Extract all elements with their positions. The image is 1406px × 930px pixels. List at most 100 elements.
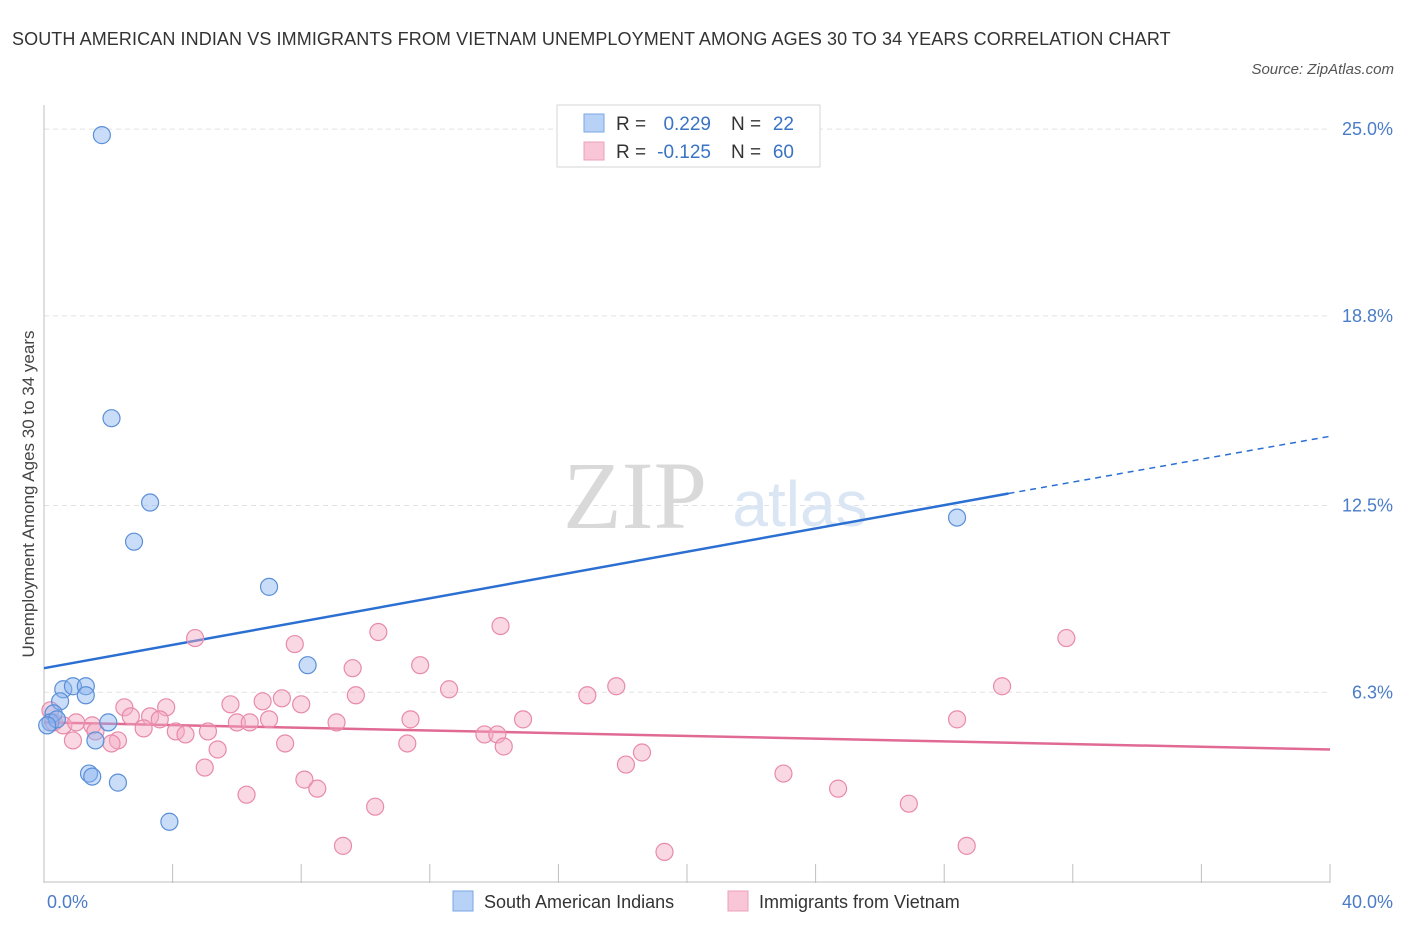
immigrants-from-vietnam-point-41 (398, 734, 417, 753)
south-american-indians-point-14 (99, 713, 118, 732)
immigrants-from-vietnam-point-15 (292, 695, 311, 714)
immigrants-from-vietnam-point-45 (195, 758, 214, 777)
chart-title: SOUTH AMERICAN INDIAN VS IMMIGRANTS FROM… (12, 29, 1171, 49)
immigrants-from-vietnam-point-18 (121, 707, 140, 726)
immigrants-from-vietnam-point-37 (63, 731, 83, 750)
legend-label-immigrants-from-vietnam: Immigrants from Vietnam (759, 892, 960, 912)
south-american-indians-point-18 (108, 773, 128, 792)
immigrants-from-vietnam-point-7 (439, 680, 459, 699)
legend-swatch-south-american-indians (452, 890, 474, 912)
legend-label-south-american-indians: South American Indians (484, 892, 674, 912)
watermark-atlas: atlas (732, 468, 867, 540)
immigrants-from-vietnam-point-49 (308, 779, 327, 798)
immigrants-from-vietnam-point-54 (333, 836, 353, 855)
immigrants-from-vietnam-point-10 (346, 686, 365, 705)
immigrants-from-vietnam-point-5 (343, 659, 362, 678)
immigrants-from-vietnam-point-47 (774, 764, 793, 783)
trend-lines (43, 435, 1331, 751)
immigrants-from-vietnam-point-14 (221, 695, 240, 714)
y-tick-label-1: 12.5% (1342, 496, 1393, 516)
immigrants-from-vietnam-point-4 (1057, 628, 1076, 648)
trendline-immigrants-from-vietnam (43, 721, 1331, 751)
immigrants-from-vietnam-point-12 (253, 692, 272, 711)
south-american-indians-point-20 (947, 508, 967, 527)
immigrants-from-vietnam-point-9 (992, 677, 1012, 696)
immigrants-from-vietnam-point-24 (327, 713, 346, 732)
south-american-indians-point-2 (140, 493, 160, 512)
south-american-indians-point-1 (102, 409, 121, 428)
immigrants-from-vietnam-point-22 (240, 713, 259, 732)
legend-swatch-immigrants-from-vietnam (727, 890, 749, 912)
immigrants-from-vietnam-point-44 (632, 743, 652, 762)
south-american-indians-point-19 (160, 812, 179, 831)
source-label: Source: ZipAtlas.com (1251, 61, 1394, 78)
legend-n-value-1: 22 (773, 114, 794, 135)
south-american-indians-point-16 (79, 764, 99, 783)
immigrants-from-vietnam-point-3 (491, 616, 510, 636)
immigrants-from-vietnam-point-34 (176, 725, 195, 744)
series-legend: South American Indians Immigrants from V… (452, 890, 960, 912)
immigrants-from-vietnam-point-51 (237, 785, 256, 804)
immigrants-from-vietnam-point-16 (115, 698, 134, 717)
south-american-indians-point-4 (259, 577, 279, 596)
immigrants-from-vietnam-point-2 (369, 622, 388, 642)
immigrants-from-vietnam-point-23 (259, 710, 279, 729)
immigrants-from-vietnam-point-13 (272, 689, 292, 708)
immigrants-from-vietnam-point-6 (411, 656, 430, 675)
immigrants-from-vietnam-point-26 (513, 710, 533, 729)
immigrants-from-vietnam-point-40 (276, 734, 295, 753)
immigrants-from-vietnam-point-35 (475, 725, 494, 744)
south-american-indians-point-7 (63, 677, 83, 696)
y-axis-label: Unemployment Among Ages 30 to 34 years (19, 331, 38, 658)
south-american-indians-point-9 (76, 686, 95, 705)
immigrants-from-vietnam-point-25 (401, 710, 420, 729)
legend-r-label-1: R = (616, 114, 646, 135)
south-american-indians-point-21 (38, 716, 57, 735)
legend-swatch-blue (583, 113, 605, 133)
x-tick-label-max: 40.0% (1342, 892, 1393, 912)
south-american-indians-point-17 (83, 767, 102, 786)
legend-swatch-pink (583, 141, 605, 161)
immigrants-from-vietnam-point-59 (67, 713, 86, 732)
immigrants-from-vietnam-point-33 (198, 722, 218, 741)
legend-n-label-2: N = (731, 142, 761, 163)
trendline-south-american-indians (43, 492, 1009, 670)
immigrants-from-vietnam-point-55 (655, 842, 674, 861)
legend-r-value-1: 0.229 (663, 114, 711, 135)
legend-n-label-1: N = (731, 114, 761, 135)
legend-r-label-2: R = (616, 142, 646, 163)
immigrants-from-vietnam-point-1 (285, 634, 304, 654)
immigrants-from-vietnam-point-52 (366, 797, 385, 816)
gridlines (44, 128, 1330, 693)
trendline-south-american-indians-extension (1008, 435, 1331, 495)
immigrants-from-vietnam-point-48 (295, 770, 314, 789)
series-immigrants-from-vietnam (41, 616, 1076, 861)
immigrants-from-vietnam-point-0 (186, 628, 205, 648)
immigrants-from-vietnam-point-57 (947, 710, 967, 729)
watermark: ZIP atlas (563, 442, 868, 549)
immigrants-from-vietnam-point-50 (829, 779, 848, 798)
immigrants-from-vietnam-point-20 (150, 710, 169, 729)
y-tick-label-3: 25.0% (1342, 119, 1393, 139)
immigrants-from-vietnam-point-42 (494, 737, 513, 756)
immigrants-from-vietnam-point-56 (957, 836, 976, 855)
x-axis-ticks (43, 864, 1331, 883)
series-south-american-indians (38, 126, 967, 831)
immigrants-from-vietnam-point-31 (134, 719, 153, 738)
stats-legend: R = 0.229 N = 22 R = -0.125 N = 60 (556, 104, 821, 168)
legend-n-value-2: 60 (773, 142, 794, 163)
immigrants-from-vietnam-point-11 (578, 686, 597, 705)
south-american-indians-point-0 (92, 126, 111, 145)
x-tick-label-min: 0.0% (47, 892, 88, 912)
immigrants-from-vietnam-point-53 (899, 794, 918, 813)
watermark-zip: ZIP (563, 442, 707, 549)
south-american-indians-point-13 (47, 710, 66, 729)
south-american-indians-point-5 (298, 656, 317, 675)
immigrants-from-vietnam-point-39 (102, 734, 121, 753)
south-american-indians-point-3 (124, 532, 144, 551)
y-tick-label-2: 18.8% (1342, 306, 1393, 326)
immigrants-from-vietnam-point-21 (227, 713, 246, 732)
y-tick-label-0: 6.3% (1352, 682, 1393, 702)
immigrants-from-vietnam-point-8 (607, 677, 626, 696)
